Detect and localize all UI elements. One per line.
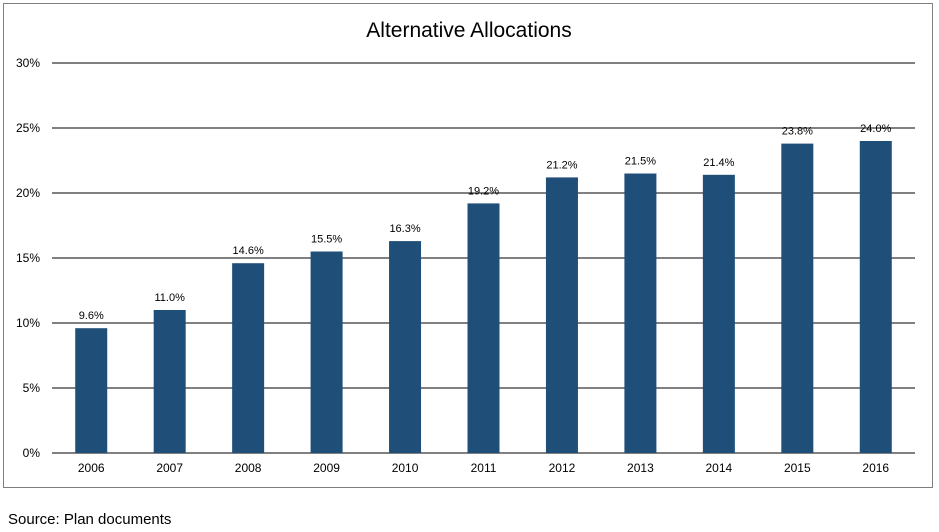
bar-2014 <box>702 174 735 454</box>
bars <box>75 141 892 454</box>
data-label: 23.8% <box>782 126 813 138</box>
data-labels: 9.6% 11.0% 14.6% 15.5% 16.3% 19.2% 21.2% 21.5% 2… <box>79 123 892 322</box>
bar-2016 <box>859 141 892 453</box>
x-tick-label: 2007 <box>156 461 183 475</box>
x-tick-label: 2015 <box>784 461 811 475</box>
x-tick-label: 2006 <box>78 461 105 475</box>
x-tick-label: 2009 <box>313 461 340 475</box>
y-tick-label: 20% <box>16 186 40 200</box>
y-tick-label: 25% <box>16 121 40 135</box>
bar-2007 <box>153 310 186 453</box>
data-label: 21.5% <box>625 156 656 168</box>
data-label: 19.2% <box>468 185 499 197</box>
y-tick-label: 0% <box>23 446 41 460</box>
y-tick-label: 30% <box>16 56 40 70</box>
data-label: 15.5% <box>311 234 342 246</box>
bar-2008 <box>232 263 265 453</box>
data-label: 16.3% <box>389 223 420 235</box>
bar-2012 <box>545 177 578 453</box>
y-axis-ticks: 0% 5% 10% 15% 20% 25% 30% <box>16 56 40 460</box>
bar-2006 <box>75 328 108 453</box>
bar-2009 <box>310 251 343 453</box>
x-tick-label: 2010 <box>392 461 419 475</box>
bar-2010 <box>389 241 422 453</box>
source-note: Source: Plan documents <box>8 511 172 528</box>
data-label: 21.2% <box>546 159 577 171</box>
gridlines <box>52 62 915 454</box>
y-tick-label: 5% <box>23 381 41 395</box>
y-tick-label: 10% <box>16 316 40 330</box>
y-tick-label: 15% <box>16 251 40 265</box>
data-label: 24.0% <box>860 123 891 135</box>
data-label: 14.6% <box>233 245 264 257</box>
bar-2013 <box>624 173 657 453</box>
data-label: 11.0% <box>154 292 185 304</box>
x-tick-label: 2008 <box>235 461 262 475</box>
chart-title: Alternative Allocations <box>366 19 571 42</box>
data-label: 9.6% <box>79 310 104 322</box>
x-tick-label: 2012 <box>549 461 576 475</box>
bar-2015 <box>781 143 814 453</box>
x-tick-label: 2014 <box>706 461 733 475</box>
bar-2011 <box>467 203 500 453</box>
x-axis-ticks: 2006 2007 2008 2009 2010 2011 2012 2013 2014 2015… <box>78 461 890 475</box>
data-label: 21.4% <box>703 157 734 169</box>
x-tick-label: 2016 <box>862 461 889 475</box>
x-tick-label: 2011 <box>471 461 497 475</box>
x-tick-label: 2013 <box>627 461 654 475</box>
